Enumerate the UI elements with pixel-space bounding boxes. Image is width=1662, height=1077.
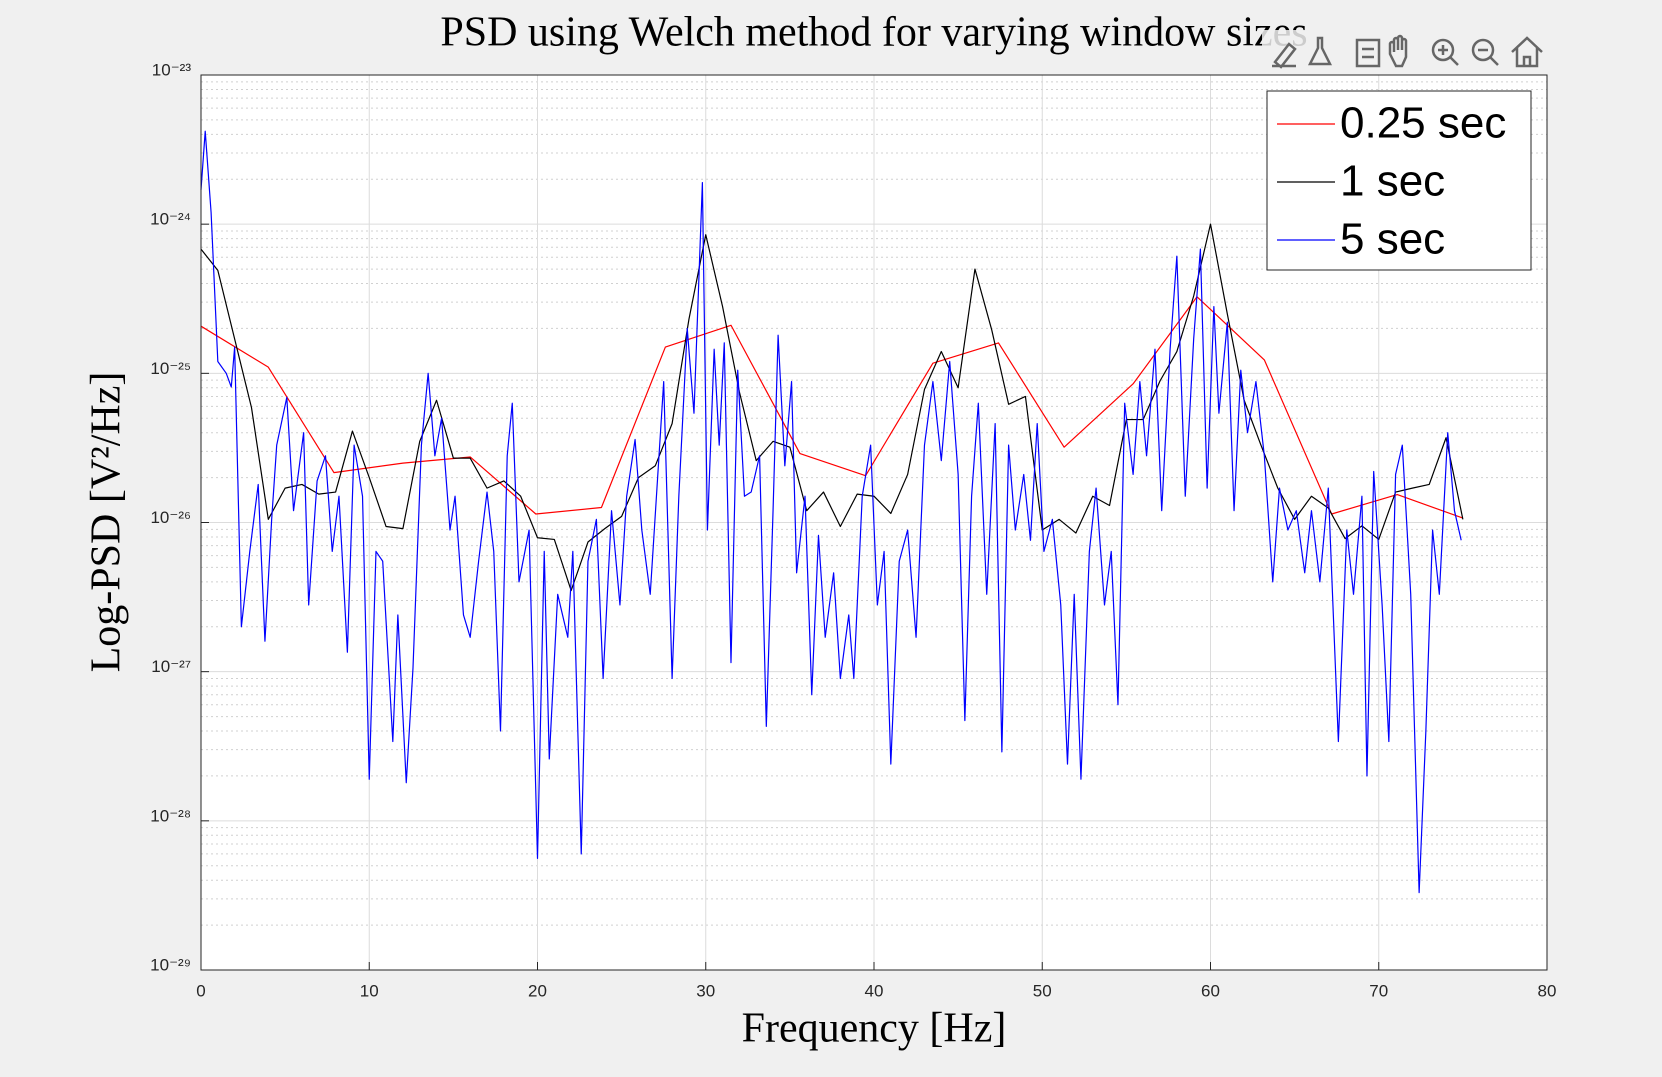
toolbar	[1262, 30, 1552, 72]
y-tick-label: 10⁻²³	[152, 60, 192, 79]
legend-icon[interactable]	[1355, 38, 1381, 68]
x-tick-label: 10	[360, 981, 379, 1000]
legend-label: 0.25 sec	[1340, 99, 1506, 148]
y-tick-label: 10⁻²⁶	[150, 508, 191, 527]
y-tick-label: 10⁻²⁷	[151, 657, 191, 676]
x-axis-label: Frequency [Hz]	[742, 1006, 1007, 1052]
x-tick-label: 0	[196, 981, 205, 1000]
zoom-out-icon[interactable]	[1471, 38, 1495, 62]
zoom-in-icon[interactable]	[1431, 38, 1455, 62]
legend-icon-lines	[1362, 47, 1374, 59]
x-tick-label: 30	[696, 981, 715, 1000]
home-icon[interactable]	[1511, 36, 1543, 68]
legend: 0.25 sec 1 sec 5 sec	[1266, 90, 1532, 271]
zoom-in-glyph	[1438, 45, 1459, 66]
series-line	[200, 130, 1462, 894]
legend-label: 5 sec	[1340, 215, 1445, 264]
ticks: 10⁻²⁹ 10⁻²⁸ 10⁻²⁷ 10⁻²⁶ 10⁻²⁵ 10⁻²⁴ 10⁻²³ 0 10 20…	[150, 60, 1556, 1000]
pan-icon[interactable]	[1388, 34, 1408, 68]
x-tick-label: 50	[1033, 981, 1052, 1000]
x-tick-label: 60	[1201, 981, 1220, 1000]
x-tick-label: 20	[528, 981, 547, 1000]
y-axis-label: Log-PSD [V²/Hz]	[84, 372, 130, 673]
y-tick-label: 10⁻²⁴	[150, 210, 191, 229]
zoom-out-glyph	[1478, 48, 1499, 66]
x-tick-label: 80	[1538, 981, 1557, 1000]
series-line	[200, 296, 1464, 519]
y-tick-label: 10⁻²⁸	[150, 806, 191, 825]
legend-label: 1 sec	[1340, 157, 1445, 206]
series-line	[200, 223, 1464, 592]
x-tick-label: 70	[1369, 981, 1388, 1000]
data-tips-icon[interactable]	[1307, 36, 1333, 66]
x-tick-label: 40	[865, 981, 884, 1000]
y-tick-label: 10⁻²⁵	[150, 359, 191, 378]
series-lines	[200, 130, 1464, 894]
y-tick-label: 10⁻²⁹	[150, 955, 191, 974]
chart-title: PSD using Welch method for varying windo…	[440, 10, 1307, 56]
brush-icon[interactable]	[1272, 42, 1297, 69]
